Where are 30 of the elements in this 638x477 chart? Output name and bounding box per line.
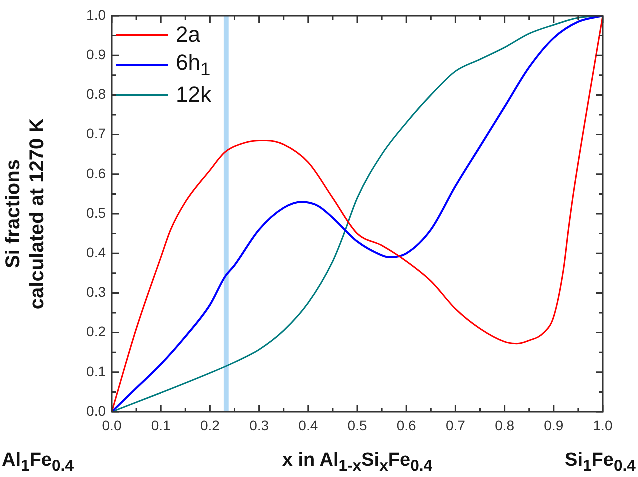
- x-tick-label: 0.5: [348, 417, 368, 434]
- y-axis-title: Si fractions calculated at 1270 K: [2, 118, 49, 310]
- x-tick-label: 0.7: [446, 417, 466, 434]
- y-tick-label: 0.4: [86, 244, 106, 260]
- y-tick-label: 0.1: [86, 363, 106, 380]
- text: Si$_{1}$Fe$_{0.4}$: [565, 450, 636, 476]
- legend-label: 2a: [176, 22, 200, 48]
- x-tick-label: 0.1: [151, 417, 172, 434]
- y-tick-label: 0.5: [86, 204, 106, 221]
- line-series: [112, 16, 603, 412]
- y-tick-label: 0.2: [86, 324, 106, 340]
- x-tick-label: 0.6: [396, 417, 417, 434]
- x-tick-label: 1.0: [593, 417, 613, 434]
- y-tick-label: 0.0: [86, 402, 106, 419]
- x-tick-label: 0.2: [200, 417, 220, 434]
- x-tick-label: 0.4: [298, 417, 318, 434]
- legend-label: 6h$_{1}$: [176, 50, 211, 80]
- x-axis-title: x in Al$_{1-x}$Si$_{x}$Fe$_{0.4}$: [282, 450, 433, 476]
- y-tick-label: 1.0: [86, 6, 106, 23]
- x-tick-label: 0.3: [250, 417, 270, 434]
- y-tick-label: 0.3: [86, 284, 106, 300]
- legend-label: 12k: [176, 82, 212, 108]
- x-tick-label: 0.0: [102, 417, 122, 434]
- x-tick-label: 0.9: [544, 417, 564, 434]
- y-tick-label: 0.9: [86, 46, 106, 62]
- text: Al$_{1}$Fe$_{0.4}$: [2, 450, 74, 476]
- y-tick-label: 0.7: [86, 126, 106, 142]
- y-tick-label: 0.8: [86, 86, 106, 102]
- y-tick-label: 0.6: [86, 165, 106, 182]
- x-tick-label: 0.8: [495, 417, 515, 434]
